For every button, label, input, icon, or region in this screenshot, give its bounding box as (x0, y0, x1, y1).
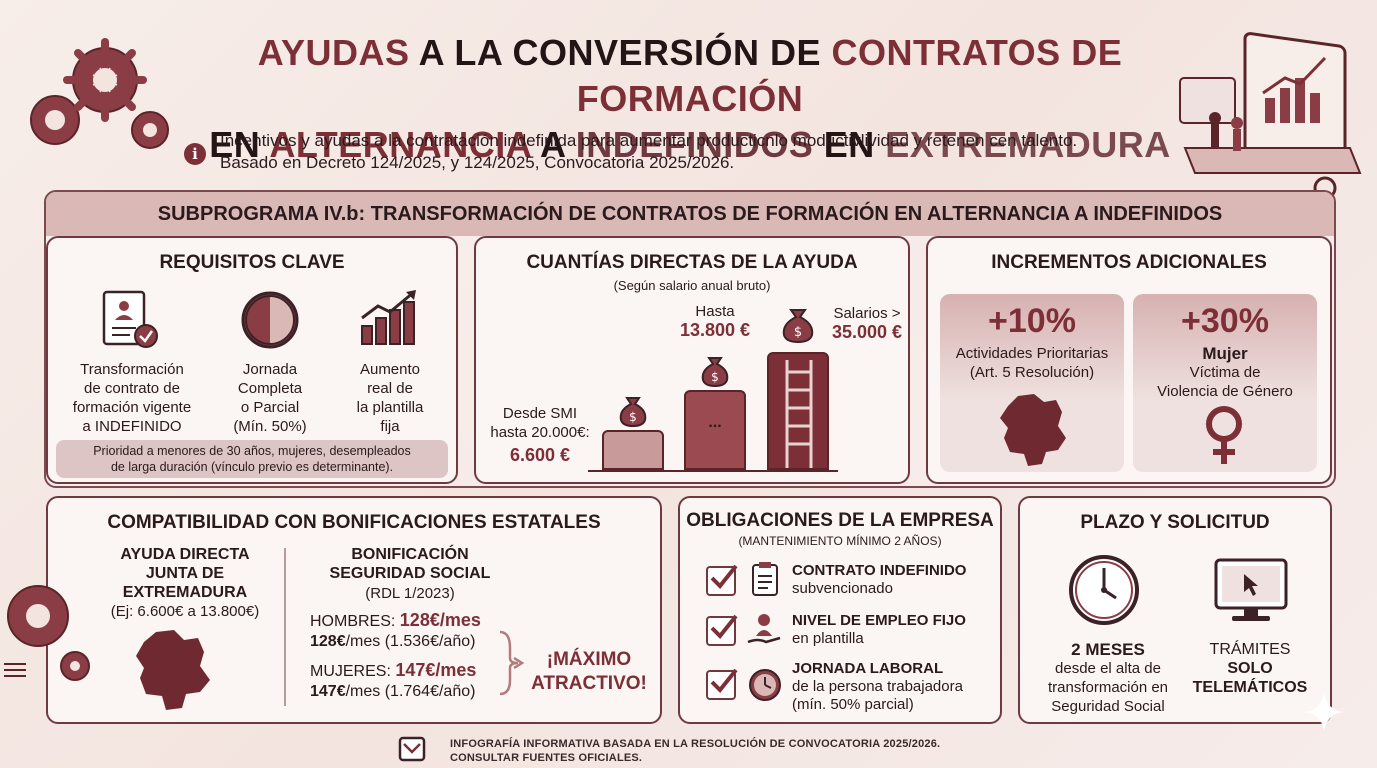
cuantias-title: CUANTÍAS DIRECTAS DE LA AYUDA (526, 252, 858, 273)
monitor-chart-illustration-icon (1179, 32, 1362, 200)
money-bag-icon: $ (701, 357, 729, 388)
maximo-atractivo-highlight: ¡MÁXIMO ATRACTIVO! (531, 649, 647, 694)
increment-10-percent: +10% (988, 302, 1076, 340)
title-word-contratos: CONTRATOS DE FORMACIÓN (576, 32, 1123, 119)
plazo-card: PLAZO Y SOLICITUD (1018, 496, 1332, 724)
svg-text:$: $ (629, 410, 637, 424)
clock-icon (749, 669, 781, 701)
obligacion-jornada: JORNADA LABORAL de la persona trabajador… (792, 660, 963, 713)
footer-disclaimer: INFOGRAFÍA INFORMATIVA BASADA EN LA RESO… (450, 738, 941, 764)
page-title: AYUDAS A LA CONVERSIÓN DE CONTRATOS DE F… (150, 30, 1230, 168)
mid-tier-label: Hasta 13.800 € (672, 302, 758, 340)
compatibilidad-title: COMPATIBILIDAD CON BONIFICACIONES ESTATA… (107, 512, 601, 533)
bar-low (602, 430, 664, 470)
title-text: A (530, 124, 576, 165)
ayuda-directa-example: (Ej: 6.600€ a 13.800€) (110, 603, 260, 620)
high-tier-label: Salarios > 35.000 € (826, 304, 908, 342)
money-bag-icon: $ (782, 309, 814, 344)
growth-chart-icon (361, 290, 416, 345)
mujeres-bonus: MUJERES: 147€/mes 147€/mes (1.764€/año) (310, 660, 477, 700)
requisitos-title: REQUISITOS CLAVE (159, 252, 345, 273)
info-icon: i (184, 143, 206, 165)
title-word-indefinidos: INDEFINIDOS (575, 124, 814, 165)
subprograma-header: SUBPROGRAMA IV.b: TRANSFORMACIÓN DE CONT… (46, 192, 1334, 236)
requisitos-priority-note: Prioridad a menores de 30 años, mujeres,… (56, 440, 448, 478)
gear-icon (4, 585, 90, 681)
computer-monitor-icon (1214, 558, 1288, 621)
document-check-icon (102, 290, 158, 348)
requisito-transformacion: Transformación de contrato de formación vi… (72, 361, 192, 435)
svg-text:$: $ (711, 370, 719, 384)
checkbox-empleo (706, 614, 738, 646)
title-word-extremadura: EXTREMADURA (885, 124, 1171, 165)
hand-person-icon (747, 614, 781, 644)
page-subtitle: Incentivos y ayudas a la contratación in… (220, 130, 1200, 174)
bracket-arrow-icon (499, 630, 525, 696)
incrementos-title: INCREMENTOS ADICIONALES (991, 252, 1267, 273)
title-text: EN (209, 124, 270, 165)
sparkle-icon (1304, 692, 1344, 732)
extremadura-map-icon (1000, 394, 1066, 466)
money-bag-icon: $ (619, 397, 647, 428)
plazo-telematicos: TRÁMITES SOLO TELEMÁTICOS (1192, 641, 1308, 696)
document-logo-icon (398, 736, 426, 762)
bar-mid: ... (684, 390, 746, 470)
title-word-ayudas: AYUDAS (257, 32, 410, 73)
clipboard-icon (752, 562, 778, 596)
ladder-icon (785, 360, 813, 468)
checkbox-jornada (706, 668, 738, 700)
obligacion-contrato: CONTRATO INDEFINIDO subvencionado (792, 562, 967, 597)
plazo-two-months: 2 MESES desde el alta de transformación … (1047, 640, 1169, 715)
clock-half-icon (241, 291, 299, 349)
subtitle-line-1: Incentivos y ayudas a la contratación in… (220, 131, 1078, 150)
title-word-alternancia: ALTERNANCIA (269, 124, 531, 165)
mid-tier-value: 13.800 € (679, 320, 751, 340)
bonificacion-block: BONIFICACIÓN SEGURIDAD SOCIAL (329, 546, 491, 582)
wall-clock-icon (1069, 555, 1139, 625)
obligaciones-subtitle: (MANTENIMIENTO MÍNIMO 2 AÑOS) (738, 534, 942, 548)
hombres-bonus: HOMBRES: 128€/mes 128€/mes (1.536€/año) (310, 610, 481, 650)
cuantias-subtitle: (Según salario anual bruto) (613, 278, 771, 293)
checkbox-contrato (706, 564, 738, 596)
title-text: A LA CONVERSIÓN DE (409, 32, 832, 73)
increment-30-percent: +30% (1181, 302, 1269, 340)
low-tier-label: Desde SMI hasta 20.000€: 6.600 € (478, 404, 602, 465)
title-text: EN (813, 124, 886, 165)
subtitle-line-2: Basado en Decreto 124/2025, y 124/2025, … (220, 153, 735, 172)
requisito-jornada: Jornada Completa o Parcial (Mín. 50%) (233, 361, 307, 435)
low-tier-value: 6.600 € (509, 445, 571, 465)
plazo-title: PLAZO Y SOLICITUD (1080, 512, 1270, 533)
extremadura-map-icon (136, 630, 210, 710)
requisito-aumento: Aumento real de la plantilla fija (356, 361, 424, 435)
column-divider (284, 548, 286, 706)
high-tier-value: 35.000 € (831, 322, 903, 342)
gears-decoration-icon (30, 38, 169, 149)
obligacion-empleo: NIVEL DE EMPLEO FIJO en plantilla (792, 612, 966, 647)
ayuda-directa-block: AYUDA DIRECTA JUNTA DE EXTREMADURA (120, 546, 250, 601)
svg-text:$: $ (794, 325, 802, 340)
bonificacion-law: (RDL 1/2023) (365, 585, 455, 602)
obligaciones-title: OBLIGACIONES DE LA EMPRESA (686, 510, 994, 531)
chart-baseline (588, 470, 838, 472)
female-symbol-icon (1206, 406, 1242, 464)
